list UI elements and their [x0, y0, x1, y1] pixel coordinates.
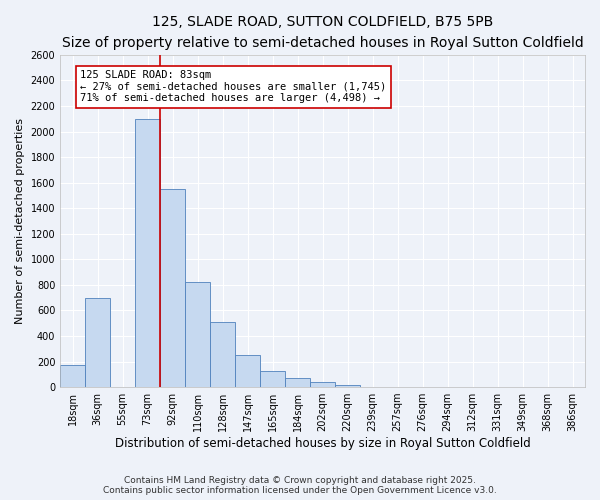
Text: Contains HM Land Registry data © Crown copyright and database right 2025.
Contai: Contains HM Land Registry data © Crown c…: [103, 476, 497, 495]
Bar: [260, 371, 285, 387]
Bar: [335, 384, 360, 387]
Bar: [160, 189, 185, 387]
Text: 125 SLADE ROAD: 83sqm
← 27% of semi-detached houses are smaller (1,745)
71% of s: 125 SLADE ROAD: 83sqm ← 27% of semi-deta…: [80, 70, 386, 104]
Y-axis label: Number of semi-detached properties: Number of semi-detached properties: [15, 118, 25, 324]
Bar: [285, 378, 310, 387]
Bar: [235, 355, 260, 387]
Bar: [85, 298, 110, 387]
Bar: [210, 322, 235, 387]
Bar: [135, 119, 160, 387]
Bar: [310, 382, 335, 387]
Bar: [60, 366, 85, 387]
Title: 125, SLADE ROAD, SUTTON COLDFIELD, B75 5PB
Size of property relative to semi-det: 125, SLADE ROAD, SUTTON COLDFIELD, B75 5…: [62, 15, 583, 50]
X-axis label: Distribution of semi-detached houses by size in Royal Sutton Coldfield: Distribution of semi-detached houses by …: [115, 437, 530, 450]
Bar: [185, 282, 210, 387]
